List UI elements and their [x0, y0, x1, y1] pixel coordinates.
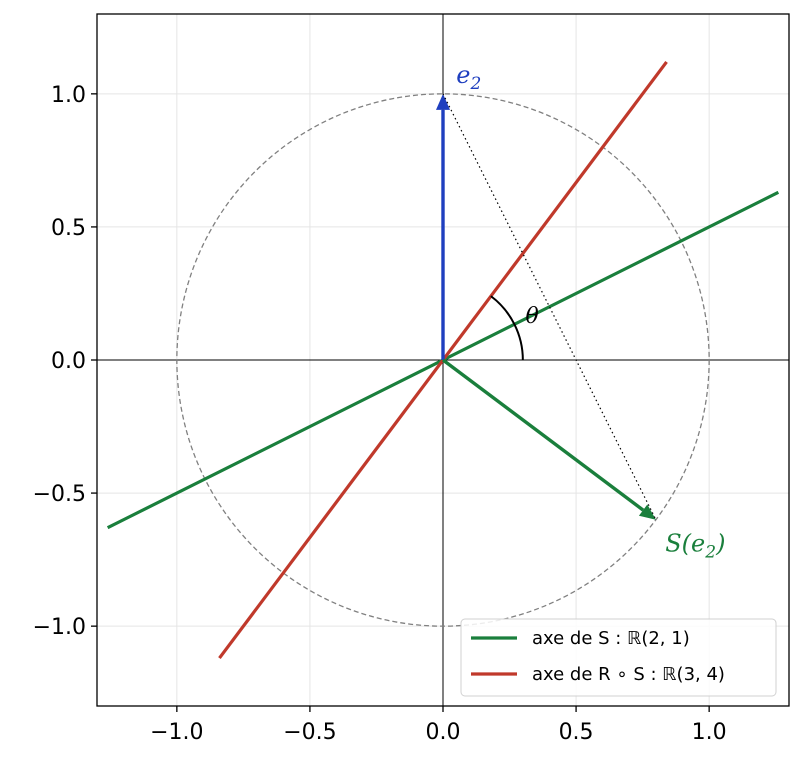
vector-0-head: [436, 93, 450, 110]
vector-1-shaft: [441, 358, 645, 512]
unit-circle-layer: [176, 93, 710, 627]
legend-box: [460, 618, 777, 697]
legend-entry-1: axe de R ∘ S : ℝ(3, 4): [532, 664, 725, 685]
x-tick-label: 0.0: [426, 720, 461, 745]
y-tick-label: −0.5: [33, 482, 86, 507]
vector-label-Se2-base: S(e: [665, 530, 705, 558]
x-tick-label: 1.0: [692, 720, 727, 745]
ticks: −1.0 −0.5 0.0 0.5 1.0 −1.0 −0.5 0.0 0.5 1.0: [33, 83, 727, 745]
legend: axe de S : ℝ(2, 1) axe de R ∘ S : ℝ(3, 4): [460, 618, 777, 697]
y-tick-label: 0.5: [51, 216, 86, 241]
vector-label-e2-subscript: 2: [470, 74, 482, 94]
legend-entry-0: axe de S : ℝ(2, 1): [532, 628, 690, 649]
y-tick-label: 0.0: [51, 349, 86, 374]
y-tick-label: 1.0: [51, 83, 86, 108]
vector-label-e2: e2: [456, 61, 481, 94]
vector-label-Se2-close: ): [715, 530, 725, 558]
angle-arc: [490, 295, 524, 361]
x-tick-label: −0.5: [283, 720, 336, 745]
angle-label: θ: [525, 304, 538, 329]
vector-1-head: [638, 504, 656, 520]
unit-circle: [176, 93, 710, 627]
vector-label-Se2: S(e2): [665, 530, 725, 563]
x-tick-label: −1.0: [150, 720, 203, 745]
dotted-segment: [442, 93, 657, 520]
y-tick-label: −1.0: [33, 615, 86, 640]
vector-layer: [436, 93, 656, 520]
vector-label-Se2-subscript: 2: [704, 543, 716, 563]
x-tick-label: 0.5: [559, 720, 594, 745]
vector-label-e2-base: e: [456, 61, 470, 89]
